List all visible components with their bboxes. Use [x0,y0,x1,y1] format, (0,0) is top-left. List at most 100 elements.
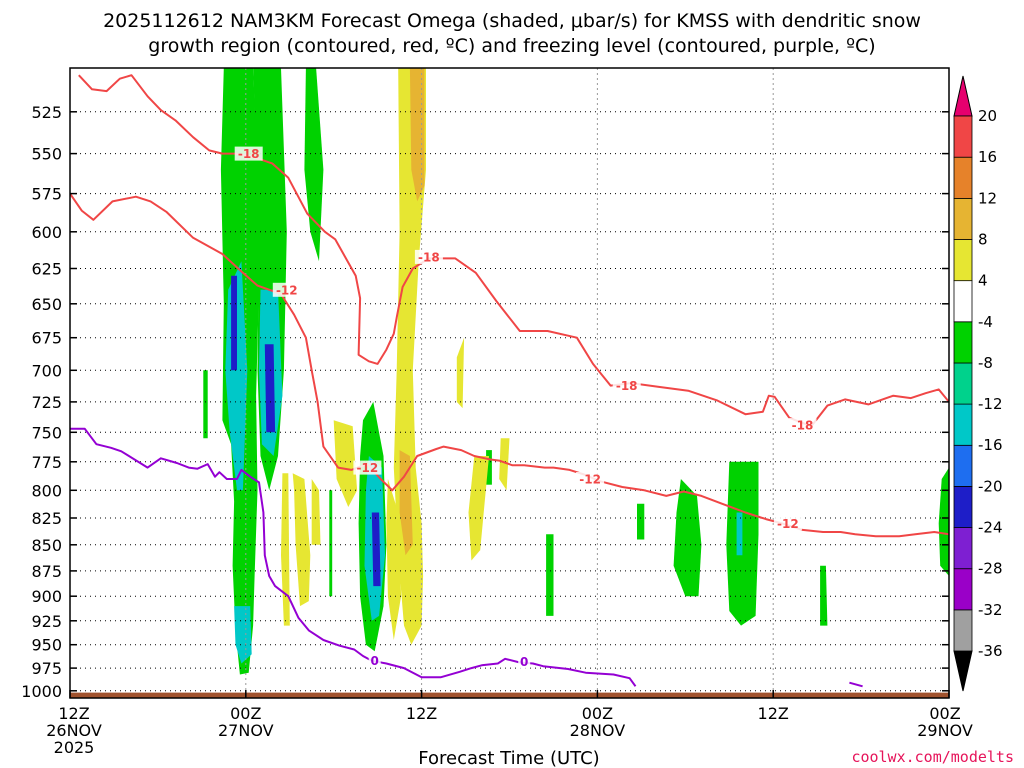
freezing-label-0-bg [368,653,381,668]
colorbar-swatch-12 [953,115,973,158]
omega-region-27 [456,337,465,409]
y-tick-label-700: 700 [31,361,62,380]
omega-region-9 [264,344,276,433]
dgz-label-1-bg [272,282,301,297]
chart-title-line-1: 2025112612 NAM3KM Forecast Omega (shaded… [103,10,921,32]
colorbar-swatch-11 [953,156,973,199]
omega-region-29 [311,479,321,545]
freezing-label-1: 0 [520,655,528,669]
dgz-label-1: -12 [276,283,298,297]
x-tick-label-60-1: 29NOV [917,721,973,740]
colorbar-label-7: -8 [978,354,993,372]
dgz-label-5-bg [576,472,605,486]
colorbar-label-9: 4 [978,272,988,290]
colorbar-label-4: -20 [978,477,1003,495]
freezing-level-contour-0 [70,427,637,687]
omega-region-22 [333,420,358,507]
colorbar-label-11: 12 [978,189,997,207]
omega-region-30 [409,68,425,202]
x-tick-label-12-0: 00Z [230,704,261,723]
dgz-label-4: -18 [616,379,638,393]
omega-region-10 [371,512,381,587]
y-tick-label-625: 625 [31,260,62,279]
dgz-label-4-bg [612,378,641,393]
colorbar-swatch-3 [953,485,973,528]
grid-layer [70,68,949,698]
y-tick-label-900: 900 [31,587,62,606]
x-tick-label-24-0: 12Z [406,704,437,723]
y-tick-label-725: 725 [31,393,62,412]
colorbar-swatch-5 [953,403,973,446]
dgz-label-2: -18 [418,250,440,264]
y-tick-label-600: 600 [31,223,62,242]
colorbar-label-5: -16 [978,436,1003,454]
dgz-contour--12-1 [70,193,949,538]
dgz-label-0: -18 [238,147,260,161]
colorbar-swatch-high [953,75,973,117]
x-tick-label-48-0: 12Z [758,704,789,723]
colorbar-swatch-7 [953,321,973,364]
omega-region-23 [292,473,311,607]
colorbar-label-8: -4 [978,313,993,331]
chart-title-line-2: growth region (contoured, red, ºC) and f… [148,35,875,57]
omega-region-4 [225,261,248,491]
colorbar-label-2: -28 [978,560,1003,578]
y-tick-label-925: 925 [31,612,62,631]
colorbar: -36 -32 -28 -24 -20 -16 -12 -8 -4 4 8 12 16 20 [953,75,1003,692]
dgz-label-7: -12 [777,517,799,531]
colorbar-label-6: -12 [978,395,1003,413]
y-tick-label-1000: 1000 [21,682,62,701]
omega-region-26 [499,438,510,491]
y-axis: 525 550 575 600 625 650 675 700 725 750 775 800 825 8… [21,103,949,701]
omega-region-16 [673,479,702,597]
colorbar-swatch-8 [953,280,973,323]
x-tick-label-12-1: 27NOV [218,721,274,740]
y-tick-label-650: 650 [31,295,62,314]
colorbar-label-12: 16 [978,148,997,166]
omega-region-12 [329,490,333,597]
dgz-label-7-bg [773,516,802,531]
omega-region-24 [386,479,402,640]
x-tick-label-0-1: 26NOV [46,721,102,740]
omega-region-15 [637,503,645,540]
omega-region-18 [736,512,743,556]
colorbar-label-10: 8 [978,231,988,249]
x-tick-label-36-0: 00Z [582,704,613,723]
colorbar-label-3: -24 [978,519,1003,537]
dgz-label-2-bg [414,249,443,264]
y-tick-label-975: 975 [31,659,62,678]
x-tick-label-0-0: 12Z [58,704,89,723]
colorbar-swatch-9 [953,239,973,282]
y-tick-label-875: 875 [31,562,62,581]
site-credit: coolwx.com/modelts [851,748,1014,766]
dgz-label-3-bg [353,460,382,475]
x-tick-label-0-2: 2025 [54,738,95,757]
y-tick-label-525: 525 [31,103,62,122]
freezing-label-0: 0 [371,654,379,668]
omega-region-8 [231,275,237,371]
contour-layer [70,74,949,688]
y-tick-label-950: 950 [31,636,62,655]
plot-frame [69,67,950,699]
dgz-label-5: -12 [579,473,601,487]
y-tick-label-775: 775 [31,453,62,472]
omega-region-25 [468,456,489,561]
omega-region-2 [304,68,324,262]
x-tick-label-36-1: 28NOV [570,721,626,740]
x-axis-title: Forecast Time (UTC) [418,748,599,768]
y-tick-label-750: 750 [31,423,62,442]
colorbar-swatch-low [953,650,973,692]
omega-region-28 [281,473,290,626]
dgz-contour--18-0 [78,74,949,428]
y-tick-label-850: 850 [31,536,62,555]
freezing-label-1-bg [518,654,531,669]
terrain-band [70,692,949,698]
colorbar-swatch-2 [953,527,973,570]
y-tick-label-550: 550 [31,145,62,164]
y-tick-label-825: 825 [31,509,62,528]
colorbar-swatch-4 [953,444,973,487]
dgz-label-3: -12 [357,461,379,475]
colorbar-label-0: -36 [978,642,1003,660]
